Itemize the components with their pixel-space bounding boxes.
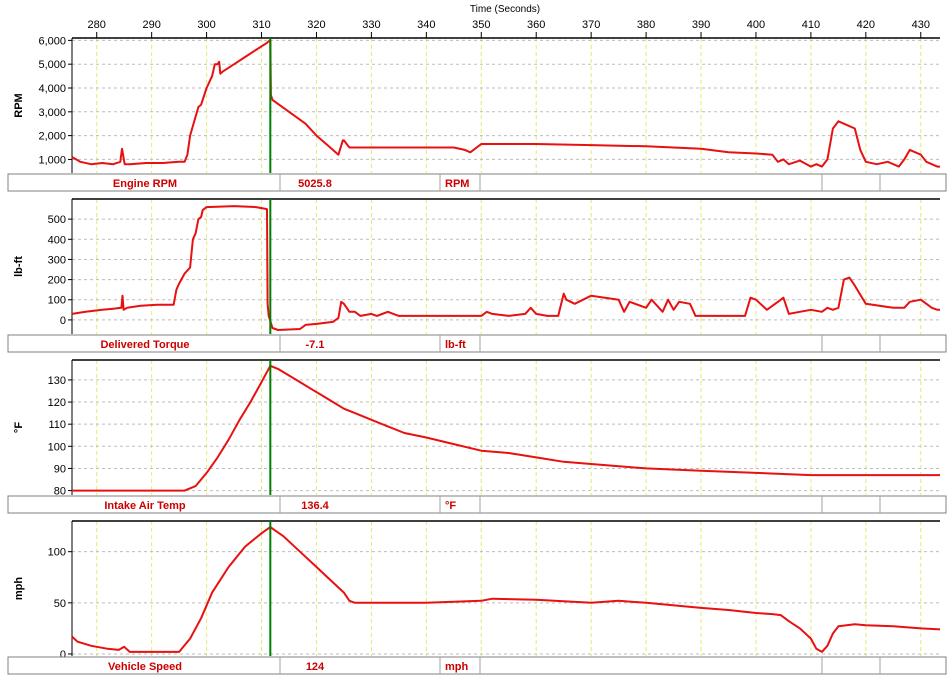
legend-series-name: Vehicle Speed	[108, 661, 182, 673]
x-tick-label: 390	[692, 19, 710, 31]
y-tick-label: 100	[48, 547, 66, 559]
legend-unit: °F	[445, 500, 456, 512]
legend-bar: Delivered Torque -7.1 lb-ft	[7, 334, 947, 353]
x-tick-label: 350	[472, 19, 490, 31]
x-tick-label: 420	[857, 19, 875, 31]
x-tick-label: 370	[582, 19, 600, 31]
y-axis-label: RPM	[13, 93, 25, 117]
legend-unit: mph	[445, 661, 469, 673]
legend-series-name: Engine RPM	[113, 178, 177, 190]
y-tick-label: 0	[60, 315, 66, 327]
y-tick-label: 130	[48, 375, 66, 387]
x-tick-label: 290	[142, 19, 160, 31]
legend-unit: RPM	[445, 178, 469, 190]
legend-frame	[7, 495, 947, 514]
x-tick-label: 380	[637, 19, 655, 31]
y-tick-label: 100	[48, 295, 66, 307]
legend-bar: Vehicle Speed 124 mph	[7, 656, 947, 675]
chart-panel-intake-air-temp: 80 90 100 110 120 130 °F Intake Air Temp 136.4 °F	[7, 359, 947, 514]
y-tick-label: 90	[54, 463, 66, 475]
y-tick-label: 100	[48, 441, 66, 453]
x-tick-label: 400	[747, 19, 765, 31]
y-axis-label: mph	[13, 577, 25, 601]
legend-frame	[7, 173, 947, 192]
y-tick-label: 300	[48, 254, 66, 266]
legend-series-name: Delivered Torque	[100, 339, 189, 351]
y-tick-label: 80	[54, 486, 66, 498]
y-tick-label: 6,000	[38, 35, 66, 47]
legend-cursor-value: 5025.8	[298, 178, 332, 190]
y-tick-label: 2,000	[38, 131, 66, 143]
series-line-delivered-torque	[71, 205, 940, 331]
x-tick-label: 300	[197, 19, 215, 31]
x-tick-label: 360	[527, 19, 545, 31]
x-tick-label: 310	[252, 19, 270, 31]
legend-cursor-value: 124	[306, 661, 325, 673]
y-axis-label: °F	[13, 422, 25, 433]
x-tick-label: 280	[88, 19, 106, 31]
y-tick-label: 400	[48, 234, 66, 246]
x-tick-label: 430	[912, 19, 930, 31]
chart-panel-engine-rpm: 1,0002,0003,0004,0005,0006,000RPMEngine …	[7, 35, 947, 192]
y-tick-label: 50	[54, 598, 66, 610]
x-tick-label: 320	[307, 19, 325, 31]
legend-series-name: Intake Air Temp	[104, 500, 186, 512]
legend-unit: lb-ft	[445, 339, 466, 351]
chart-panel-vehicle-speed: 0 50 100 mph Vehicle Speed 124 mph	[7, 520, 947, 675]
chart-panel-delivered-torque: 0 100 200 300 400 500 lb-ft Delivered Torque -7.…	[7, 198, 947, 353]
legend-cursor-value: 136.4	[301, 500, 329, 512]
y-tick-label: 3,000	[38, 107, 66, 119]
y-axis-label: lb-ft	[13, 256, 25, 277]
time-axis: Time (Seconds) 280 290 300 310 320 330 340 350 36…	[88, 4, 930, 38]
series-line-engine-rpm	[71, 39, 940, 168]
legend-bar: Intake Air Temp 136.4 °F	[7, 495, 947, 514]
legend-bar: Engine RPM 5025.8 RPM	[7, 173, 947, 192]
series-line-vehicle-speed	[71, 526, 941, 653]
y-tick-label: 4,000	[38, 83, 66, 95]
y-tick-label: 110	[48, 419, 66, 431]
series-line-intake-air-temp	[72, 364, 940, 492]
y-tick-label: 1,000	[38, 154, 66, 166]
x-tick-label: 330	[362, 19, 380, 31]
y-tick-label: 5,000	[38, 59, 66, 71]
legend-frame	[7, 334, 947, 353]
x-tick-label: 340	[417, 19, 435, 31]
y-tick-label: 200	[48, 275, 66, 287]
legend-frame	[7, 656, 947, 675]
y-tick-label: 500	[48, 214, 66, 226]
x-tick-label: 410	[802, 19, 820, 31]
x-axis-label: Time (Seconds)	[470, 4, 540, 15]
y-tick-label: 0	[60, 649, 66, 661]
y-tick-label: 120	[48, 397, 66, 409]
legend-cursor-value: -7.1	[306, 339, 325, 351]
